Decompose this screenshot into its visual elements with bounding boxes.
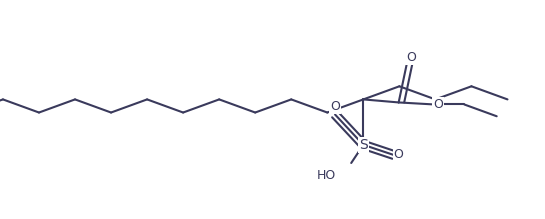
Text: HO: HO	[317, 169, 336, 182]
Text: O: O	[406, 51, 416, 64]
Text: S: S	[359, 138, 368, 152]
Text: O: O	[433, 98, 443, 111]
Text: O: O	[330, 100, 340, 113]
Text: O: O	[393, 148, 404, 161]
